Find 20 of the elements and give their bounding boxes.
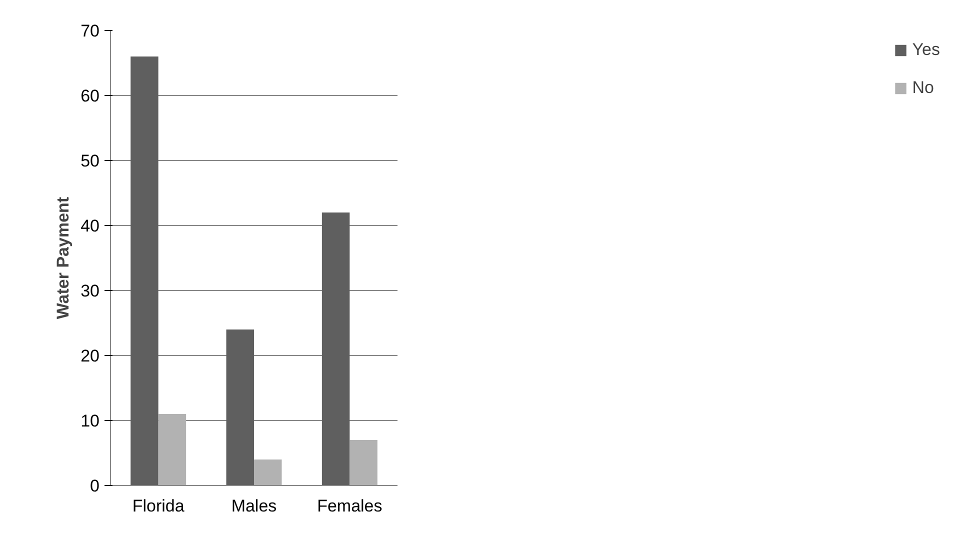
y-tick-label: 40: [80, 216, 100, 236]
y-tick-label: 0: [90, 476, 100, 496]
y-tick-label: 60: [80, 86, 100, 106]
bar: [158, 414, 186, 486]
y-tick-label: 20: [80, 346, 100, 366]
bar: [130, 56, 158, 486]
x-tick-label: Florida: [132, 496, 185, 516]
y-axis-title: Water Payment: [54, 196, 73, 320]
bar: [350, 440, 378, 486]
legend-label: No: [912, 78, 934, 98]
y-tick-label: 70: [80, 22, 100, 40]
y-tick-label: 10: [80, 412, 100, 430]
x-tick-label: Males: [231, 496, 277, 516]
x-tick-label: Females: [317, 496, 382, 516]
y-tick-label: 30: [80, 282, 100, 300]
y-tick-label: 50: [80, 152, 100, 170]
legend-label: Yes: [912, 40, 940, 60]
bar: [254, 460, 282, 486]
bar: [322, 212, 350, 486]
bar: [226, 330, 254, 486]
